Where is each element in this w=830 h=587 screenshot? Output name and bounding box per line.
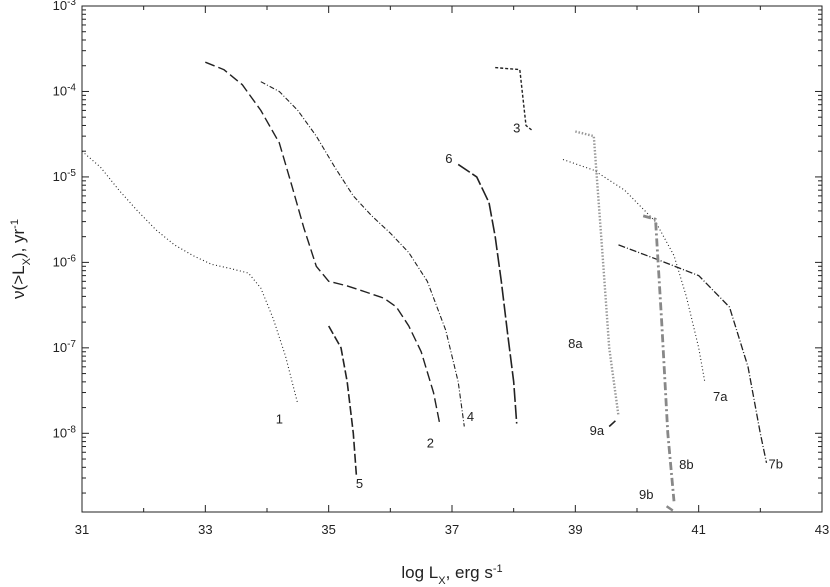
curve-6: [457, 163, 518, 424]
curve-8b: [642, 214, 676, 502]
x-axis-title: log LX, erg s-1: [401, 563, 502, 587]
curve-4: [260, 81, 465, 427]
curve-label-8a: 8a: [568, 336, 583, 351]
curve-3: [495, 66, 533, 131]
curve-5: [328, 325, 358, 476]
x-tick-label: 37: [445, 522, 459, 537]
y-tick-label: 10-5: [53, 167, 77, 184]
y-tick-label: 10-8: [53, 424, 77, 441]
curve-label-3: 3: [513, 121, 520, 136]
curve-label-5: 5: [356, 476, 363, 491]
x-tick-label: 39: [568, 522, 582, 537]
curve-1: [81, 150, 299, 405]
y-tick-label: 10-3: [53, 0, 77, 13]
y-axis-title: ν(>LX), yr-1: [9, 219, 33, 299]
curve-9b: [665, 505, 674, 512]
curve-label-9a: 9a: [590, 423, 605, 438]
curve-label-8b: 8b: [679, 457, 693, 472]
y-tick-label: 10-4: [53, 82, 77, 99]
plot-frame: [81, 5, 823, 513]
curve-7b: [618, 244, 768, 464]
curve-label-7b: 7b: [769, 456, 783, 471]
curve-label-2: 2: [427, 436, 434, 451]
data-curves: [81, 61, 768, 512]
curve-label-4: 4: [467, 409, 474, 424]
curve-labels: 1 2 4 5 6 3 7a 7b 8a 8b 9a 9b: [276, 121, 783, 502]
x-tick-label: 35: [321, 522, 335, 537]
curve-9a: [608, 420, 616, 428]
x-tick-label: 41: [691, 522, 705, 537]
curve-2: [205, 61, 441, 424]
curve-8a: [575, 130, 620, 417]
curve-label-9b: 9b: [639, 487, 653, 502]
x-tick-label: 31: [75, 522, 89, 537]
y-tick-label: 10-7: [53, 338, 77, 355]
curve-7a: [562, 158, 706, 382]
curve-label-1: 1: [276, 412, 283, 427]
x-tick-label: 33: [198, 522, 212, 537]
curve-label-7a: 7a: [713, 389, 728, 404]
y-tick-label: 10-6: [53, 253, 77, 270]
curve-label-6: 6: [445, 151, 452, 166]
x-tick-label: 43: [815, 522, 829, 537]
